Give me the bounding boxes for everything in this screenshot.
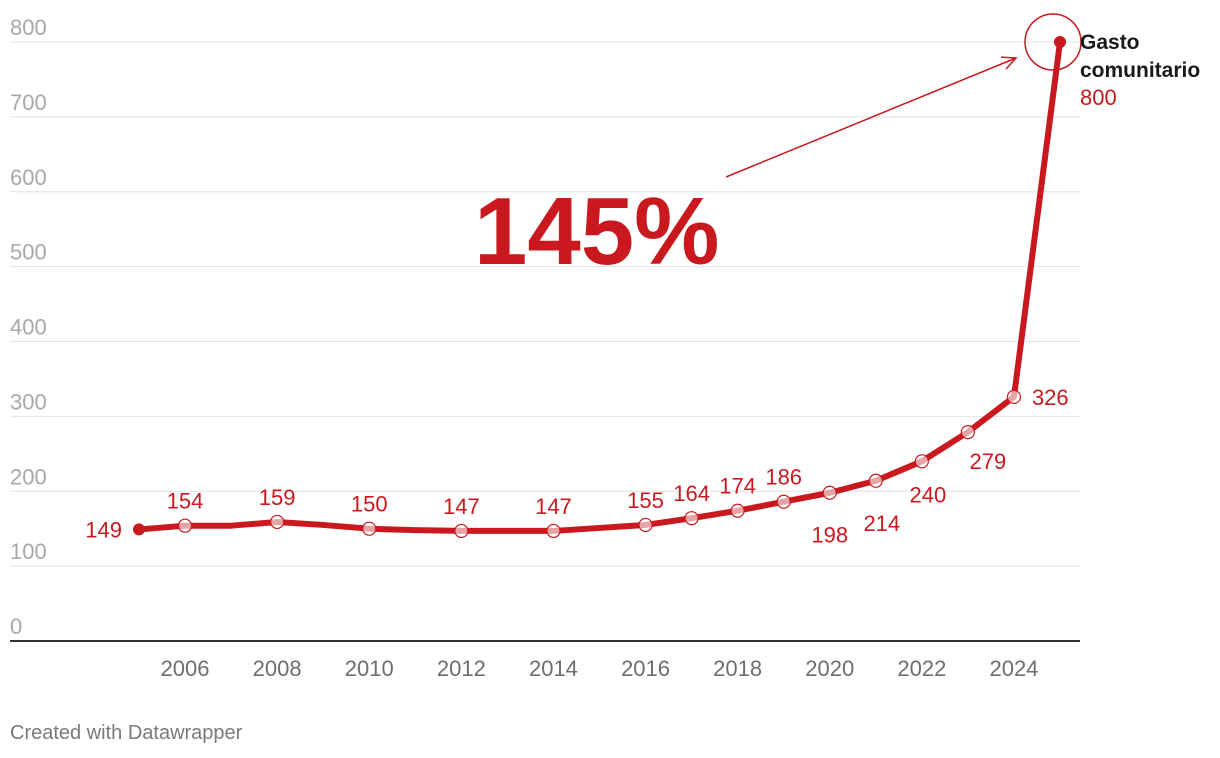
annotation-arrow-head <box>1000 56 1018 70</box>
x-tick-label: 2016 <box>621 656 670 681</box>
x-tick-label: 2010 <box>345 656 394 681</box>
y-tick-label: 800 <box>10 15 47 40</box>
data-point-marker <box>362 521 377 536</box>
y-tick-label: 400 <box>10 315 47 340</box>
data-label-2010: 150 <box>351 492 388 517</box>
credit-footer: Created with Datawrapper <box>10 722 243 744</box>
x-tick-label: 2018 <box>713 656 762 681</box>
x-tick-label: 2012 <box>437 656 486 681</box>
data-label-2021: 214 <box>863 511 900 536</box>
data-point-marker <box>684 511 699 526</box>
data-label-2005: 149 <box>85 517 122 542</box>
data-point-marker <box>546 523 561 539</box>
data-point-marker <box>1006 389 1022 405</box>
data-point-marker <box>960 424 976 440</box>
x-tick-label: 2006 <box>161 656 210 681</box>
data-point-marker <box>822 485 837 500</box>
x-tick-label: 2022 <box>897 656 946 681</box>
series-line <box>136 39 1063 534</box>
series-layer <box>133 13 1082 539</box>
data-label-2014: 147 <box>535 494 572 519</box>
data-point-marker <box>177 518 193 533</box>
data-point-marker <box>914 454 929 469</box>
x-tick-label: 2008 <box>253 656 302 681</box>
series-name-line: comunitario <box>1080 59 1200 82</box>
data-point-marker <box>454 523 469 539</box>
data-label-2024: 326 <box>1032 385 1069 410</box>
data-label-2017: 164 <box>673 481 710 506</box>
x-axis-ticks: 2006 2008 2010 2012 2014 2016 2018 2020 2022 2024 <box>161 656 1039 681</box>
data-label-2008: 159 <box>259 485 296 510</box>
y-tick-label: 100 <box>10 539 47 564</box>
data-point-endpoint <box>133 523 145 536</box>
data-label-2020: 198 <box>811 523 848 548</box>
growth-annotation: 145% <box>474 178 720 285</box>
data-point-marker <box>776 494 791 509</box>
y-tick-label: 700 <box>10 90 47 115</box>
data-label-2012: 147 <box>443 494 480 519</box>
data-labels: 149 154 159 150 147 147 155 164 174 186 198 214 240 2… <box>85 385 1068 548</box>
data-label-2018: 174 <box>719 474 756 499</box>
data-label-2006: 154 <box>167 489 204 514</box>
data-label-2016: 155 <box>627 488 664 513</box>
annotation-arrow-line <box>725 57 1017 178</box>
series-end-label: Gasto comunitario 800 <box>1080 31 1200 110</box>
series-end-value: 800 <box>1080 85 1117 110</box>
grid-lines <box>10 41 1080 567</box>
highlight-ring <box>1024 13 1082 71</box>
data-point-marker <box>270 514 285 530</box>
y-tick-label: 300 <box>10 389 47 414</box>
data-point-marker <box>868 473 883 488</box>
annotation-arrow-group <box>725 56 1018 178</box>
y-tick-label: 0 <box>10 614 22 639</box>
y-tick-label: 200 <box>10 464 47 489</box>
data-label-2022: 240 <box>909 482 946 507</box>
x-tick-label: 2024 <box>989 656 1038 681</box>
y-axis-ticks: 0 100 200 300 400 500 600 700 800 <box>10 15 47 639</box>
data-label-2023: 279 <box>970 449 1007 474</box>
data-point-endpoint <box>1054 36 1066 48</box>
x-tick-label: 2020 <box>805 656 854 681</box>
series-name-line: Gasto <box>1080 31 1140 54</box>
data-point-marker <box>730 503 745 518</box>
y-tick-label: 500 <box>10 240 47 265</box>
data-label-2019: 186 <box>765 465 802 490</box>
y-tick-label: 600 <box>10 165 47 190</box>
x-tick-label: 2014 <box>529 656 578 681</box>
data-point-marker <box>638 517 653 533</box>
